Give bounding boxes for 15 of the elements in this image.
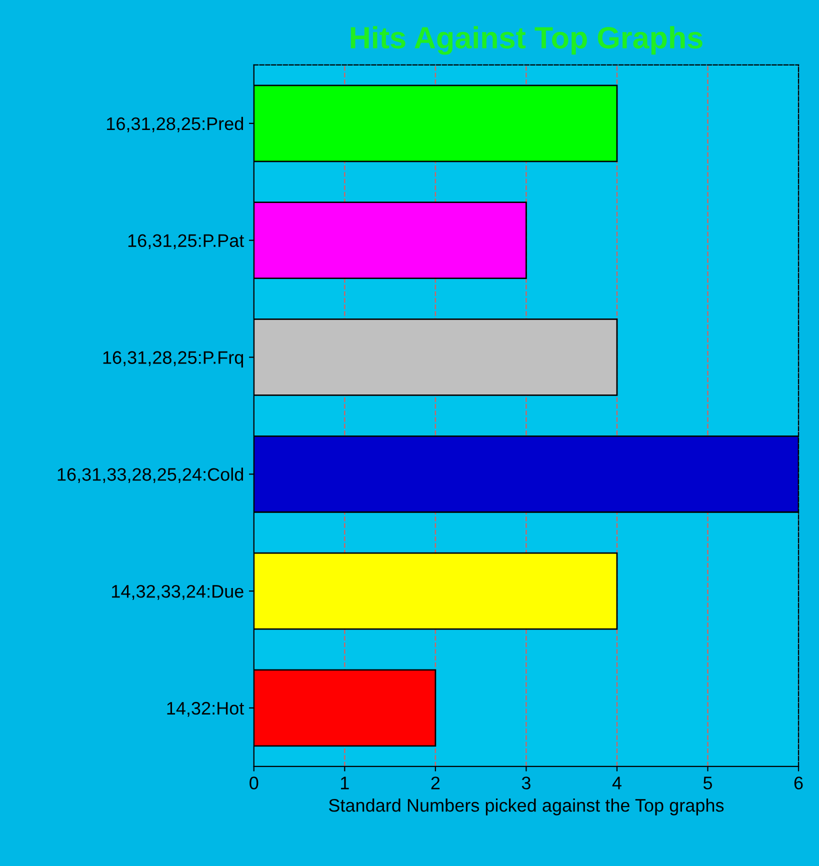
y-tick-label: 16,31,33,28,25,24:Cold bbox=[58, 468, 244, 483]
x-tick-label: 2 bbox=[431, 776, 440, 790]
x-axis-title: Standard Numbers picked against the Top graphs bbox=[328, 798, 724, 816]
y-tick-label: 14,32:Hot bbox=[167, 702, 244, 717]
x-tick-label: 5 bbox=[703, 776, 712, 790]
y-tick-label: 16,31,28,25:P.Frq bbox=[103, 351, 244, 368]
x-tick-label: 3 bbox=[522, 776, 530, 790]
x-tick-label: 4 bbox=[612, 776, 622, 790]
chart-title: Hits Against Top Graphs bbox=[350, 26, 702, 55]
y-tick-label: 16,31,25:P.Pat bbox=[128, 234, 244, 250]
y-tick-label: 14,32,33,24:Due bbox=[112, 584, 244, 600]
x-tick-label: 0 bbox=[250, 776, 258, 790]
x-tick-label: 1 bbox=[341, 776, 349, 790]
y-tick-label: 16,31,28,25:Pred bbox=[107, 116, 244, 132]
x-tick-label: 6 bbox=[794, 776, 803, 790]
